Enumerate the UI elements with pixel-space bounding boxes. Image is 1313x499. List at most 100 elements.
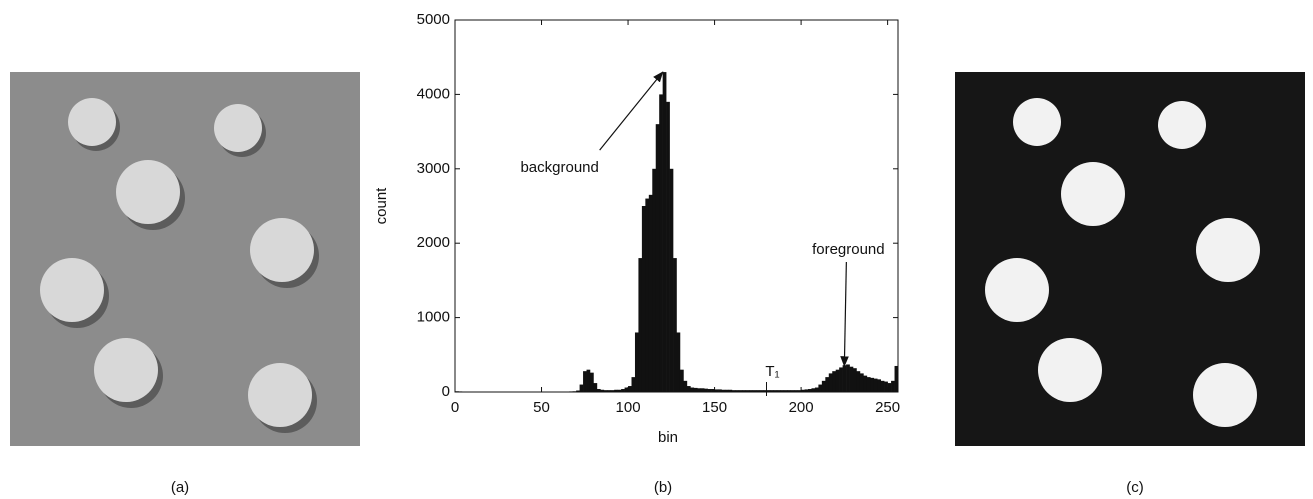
bar (617, 389, 622, 392)
bar (603, 390, 608, 392)
bar (679, 369, 684, 392)
bar (621, 389, 625, 392)
bar (749, 390, 753, 392)
bar (859, 373, 864, 392)
bar (683, 380, 688, 392)
annotation: background (520, 159, 598, 176)
y-tick-label: 0 (442, 383, 450, 400)
bar (686, 386, 691, 392)
bar (853, 368, 857, 392)
bar (814, 387, 819, 392)
bar (576, 390, 580, 392)
caption: (b) (654, 479, 672, 496)
bar (835, 369, 840, 392)
bar (794, 390, 798, 392)
bar (821, 380, 826, 392)
x-tick-label: 50 (533, 399, 550, 416)
bar (628, 386, 632, 392)
bar (721, 389, 726, 392)
bar (707, 389, 712, 392)
annotation-arrow (599, 71, 664, 151)
bar (797, 390, 802, 392)
bar (783, 390, 788, 392)
bar (589, 372, 594, 392)
bar (842, 365, 847, 392)
bar (880, 380, 885, 392)
bar (863, 375, 868, 392)
bar (593, 383, 598, 392)
bar (728, 389, 733, 392)
bar (877, 379, 881, 392)
y-axis-label: count (373, 187, 390, 225)
bar (704, 388, 708, 392)
bar (676, 332, 681, 392)
bar (808, 389, 812, 392)
bar (769, 390, 774, 392)
x-tick-label: 150 (702, 399, 727, 416)
bar (600, 389, 605, 392)
bar (801, 389, 805, 392)
bar (763, 390, 767, 392)
bar (849, 366, 854, 392)
bar (610, 390, 615, 392)
image-thresholded (955, 72, 1305, 446)
bar (832, 371, 837, 392)
bar (614, 389, 618, 392)
bar (866, 377, 871, 392)
bar (697, 388, 702, 392)
bar (870, 377, 875, 392)
bar (745, 390, 750, 392)
bar (894, 365, 899, 392)
bar (756, 390, 760, 392)
bar (624, 387, 629, 392)
bar (735, 390, 740, 392)
bar (711, 389, 715, 392)
bar (641, 206, 646, 392)
bar (804, 389, 809, 392)
bar (742, 390, 747, 392)
bar (873, 378, 878, 392)
bar (631, 377, 636, 392)
bar (828, 373, 833, 392)
image-original (10, 72, 360, 446)
x-tick-label: 0 (451, 399, 459, 416)
bar (884, 381, 888, 392)
x-tick-label: 100 (616, 399, 641, 416)
bar (655, 124, 660, 392)
bar (718, 389, 722, 392)
x-tick-label: 250 (875, 399, 900, 416)
bar (700, 388, 705, 392)
caption: (c) (1126, 479, 1144, 496)
y-tick-label: 2000 (417, 234, 450, 251)
bar (752, 390, 757, 392)
bar (818, 384, 823, 392)
bar (790, 390, 795, 392)
bar (693, 387, 698, 392)
annotation-arrow (840, 261, 849, 368)
bar (773, 390, 778, 392)
y-tick-label: 3000 (417, 160, 450, 177)
bar (596, 389, 601, 392)
bar (856, 371, 861, 392)
bar (634, 332, 639, 392)
bar (846, 364, 850, 392)
bar (607, 390, 612, 392)
bar (887, 383, 892, 392)
bar (583, 371, 587, 392)
bar (787, 390, 792, 392)
bar (766, 390, 771, 392)
bar (579, 384, 584, 392)
bar (586, 369, 591, 392)
x-axis-label: bin (658, 429, 678, 446)
caption: (a) (171, 479, 189, 496)
y-tick-label: 1000 (417, 309, 450, 326)
bar (652, 168, 657, 392)
bar (648, 194, 653, 392)
bar (825, 377, 830, 392)
bar (759, 390, 764, 392)
bar (666, 101, 670, 392)
y-tick-label: 5000 (417, 11, 450, 28)
bar (673, 258, 677, 392)
bar (724, 389, 729, 392)
